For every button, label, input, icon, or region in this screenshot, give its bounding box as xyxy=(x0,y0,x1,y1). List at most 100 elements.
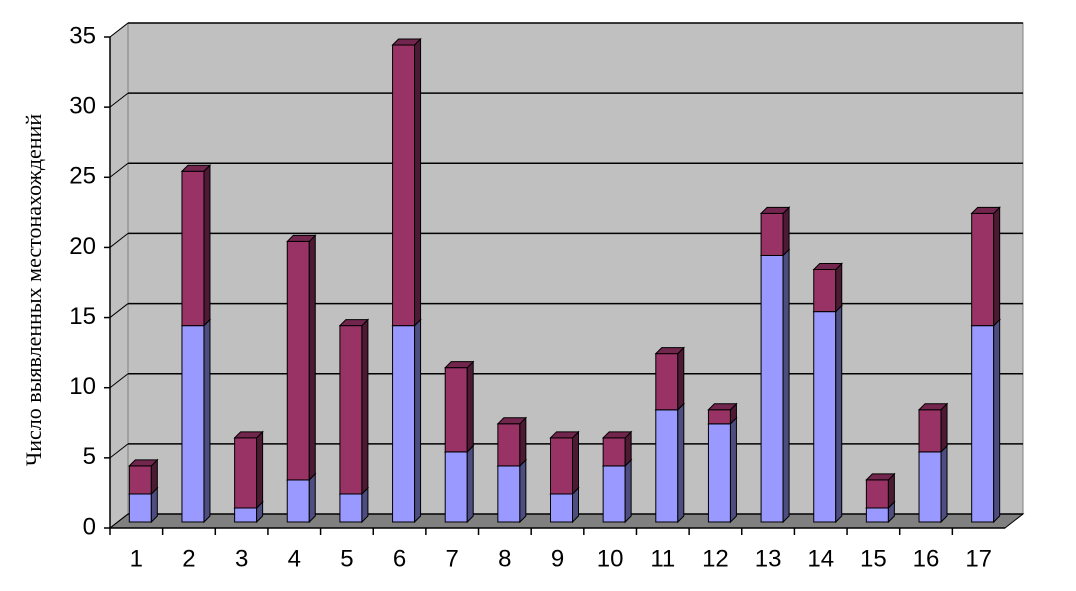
bar xyxy=(339,325,363,495)
bar-side xyxy=(203,318,211,524)
y-tick-label: 10 xyxy=(69,373,96,400)
y-tick-label: 35 xyxy=(69,22,96,49)
x-tick-label: 4 xyxy=(288,545,301,572)
bar xyxy=(550,437,573,495)
bar-side xyxy=(572,430,579,496)
bar xyxy=(602,465,626,523)
x-tick-label: 7 xyxy=(446,545,459,572)
x-tick-label: 2 xyxy=(182,545,195,572)
bar xyxy=(971,212,995,327)
bar-top xyxy=(443,361,475,369)
x-tick-label: 14 xyxy=(807,545,834,572)
bar-side xyxy=(256,430,264,510)
y-tick-label: 30 xyxy=(69,92,96,119)
bar-side xyxy=(835,262,843,313)
bar-side xyxy=(414,318,422,524)
bar xyxy=(444,367,468,453)
bar-side xyxy=(361,318,369,496)
bar-top xyxy=(759,206,791,214)
bar-side xyxy=(677,402,685,524)
y-tick-label: 15 xyxy=(69,303,96,330)
x-tick-label: 11 xyxy=(650,545,675,572)
x-tick-label: 13 xyxy=(755,545,782,572)
x-tick-label: 5 xyxy=(340,545,353,572)
bar xyxy=(760,254,784,523)
x-tick-label: 8 xyxy=(498,545,511,572)
bar xyxy=(813,311,837,523)
bar-side xyxy=(993,206,1001,327)
grid-line xyxy=(109,443,129,459)
bar-top xyxy=(970,206,1001,214)
bar-top xyxy=(654,347,686,355)
bar xyxy=(655,409,679,523)
grid-line xyxy=(109,22,129,38)
bar-side xyxy=(308,472,316,524)
x-tick-label: 16 xyxy=(913,545,940,572)
bar-top xyxy=(391,38,422,46)
x-tick-label: 17 xyxy=(965,545,992,572)
y-tick-label: 0 xyxy=(83,513,96,540)
y-tick-label: 20 xyxy=(69,233,96,260)
bar xyxy=(392,325,416,523)
bar xyxy=(497,465,521,523)
bar-top xyxy=(917,403,949,411)
bar-side xyxy=(308,234,316,482)
bar-side xyxy=(782,206,790,257)
bar-top xyxy=(128,459,159,467)
bar xyxy=(444,451,468,523)
grid-line xyxy=(109,373,129,389)
bar xyxy=(865,479,889,509)
bar-top xyxy=(233,431,264,439)
bar-side xyxy=(624,458,632,524)
bar-top xyxy=(496,417,528,425)
bar-top xyxy=(865,473,896,481)
bar xyxy=(602,437,626,467)
bar xyxy=(181,170,205,327)
x-tick-label: 10 xyxy=(597,545,624,572)
bar-side xyxy=(519,416,527,468)
y-tick-label: 5 xyxy=(83,443,96,470)
y-axis-label: Число выявленных местонахождений xyxy=(21,114,46,466)
bar xyxy=(128,465,152,495)
bar xyxy=(971,325,995,523)
bar-side xyxy=(519,458,527,524)
bar xyxy=(234,437,258,509)
bar xyxy=(339,493,363,523)
bar-side xyxy=(940,444,948,524)
bar-top xyxy=(601,431,633,439)
bar xyxy=(286,240,310,481)
bar-top xyxy=(812,262,843,270)
bar xyxy=(918,451,942,523)
bar-top xyxy=(707,403,738,411)
x-tick-label: 6 xyxy=(393,545,406,572)
x-tick-label: 9 xyxy=(551,545,564,572)
bar xyxy=(707,409,731,425)
bar xyxy=(813,268,837,313)
y-tick-label: 25 xyxy=(69,163,96,190)
bar xyxy=(865,507,889,523)
bar xyxy=(760,212,784,256)
grid-line xyxy=(109,233,129,248)
x-tick-label: 1 xyxy=(130,545,143,572)
bar xyxy=(655,353,679,411)
bar-side xyxy=(677,346,685,411)
grid-line xyxy=(109,303,129,318)
bar xyxy=(497,423,521,467)
x-tick-label: 3 xyxy=(235,545,248,572)
grid-line xyxy=(109,513,129,529)
bar-side xyxy=(993,318,1001,524)
bar xyxy=(918,409,942,453)
bar xyxy=(128,493,152,523)
bar-side xyxy=(835,304,843,524)
bar xyxy=(181,325,205,523)
x-tick-label: 15 xyxy=(860,545,887,572)
bar-side xyxy=(203,164,211,327)
bar-top xyxy=(286,234,317,242)
bar xyxy=(234,507,258,523)
grid-line xyxy=(109,92,129,108)
bar-side xyxy=(940,402,948,454)
bar-side xyxy=(466,444,474,524)
bar xyxy=(286,479,310,523)
bar-side xyxy=(414,37,422,327)
